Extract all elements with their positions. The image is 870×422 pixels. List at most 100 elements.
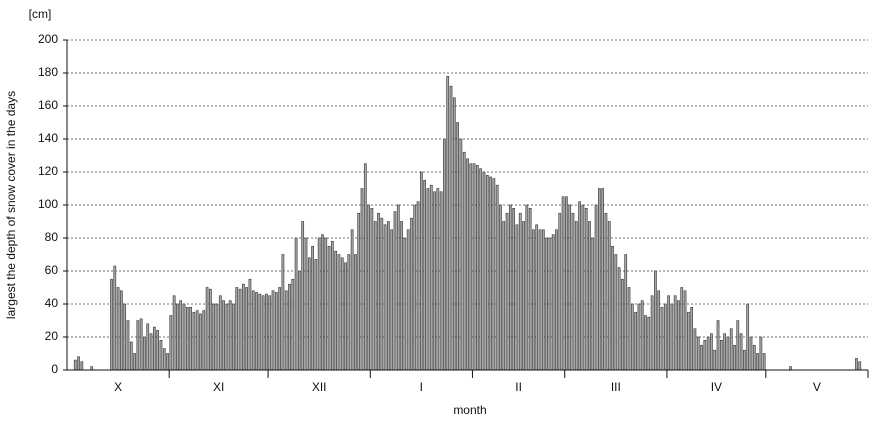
bar: [413, 204, 417, 371]
bar: [746, 303, 750, 371]
bar: [710, 333, 713, 371]
bar: [410, 217, 413, 371]
bar: [354, 254, 357, 371]
bar: [634, 311, 637, 371]
bar: [314, 259, 318, 371]
bar: [251, 290, 255, 371]
bar: [406, 229, 410, 371]
bar: [235, 287, 239, 371]
bar: [143, 336, 146, 371]
bar: [73, 359, 77, 371]
bar: [380, 217, 384, 371]
bar: [334, 250, 338, 371]
bar: [110, 278, 113, 371]
y-tick-label: 20: [45, 329, 59, 343]
bar: [578, 201, 581, 371]
bar: [588, 221, 591, 371]
bar: [156, 330, 160, 371]
x-tick-label: XI: [213, 380, 224, 394]
bar: [162, 348, 166, 371]
bar: [199, 313, 202, 371]
bar: [713, 349, 717, 371]
bar: [680, 287, 684, 371]
bar: [396, 204, 400, 371]
x-tick-label: IV: [711, 380, 722, 394]
bar: [222, 300, 225, 371]
bar: [532, 229, 535, 371]
bar: [367, 204, 370, 371]
bar: [126, 320, 130, 371]
bar: [621, 278, 624, 371]
bar: [195, 310, 199, 371]
bar: [512, 208, 516, 371]
y-tick-label: 120: [38, 164, 58, 178]
bar: [479, 168, 483, 371]
y-tick-label: 200: [38, 32, 58, 46]
bar: [443, 138, 446, 371]
bar: [502, 221, 506, 371]
bar: [565, 196, 568, 371]
bar: [677, 300, 680, 371]
bar: [393, 211, 397, 371]
bar: [759, 336, 763, 371]
bar: [624, 254, 628, 371]
bar: [736, 320, 740, 371]
bar: [538, 229, 542, 371]
bar: [499, 204, 502, 371]
bar: [472, 163, 476, 371]
bar: [225, 303, 229, 371]
bar: [360, 188, 364, 371]
bar: [518, 212, 522, 371]
bar: [123, 303, 127, 371]
bar: [528, 208, 532, 371]
y-tick-label: 160: [38, 98, 58, 112]
bar: [726, 336, 730, 371]
bar: [700, 344, 703, 371]
x-tick-label: XII: [312, 380, 327, 394]
bar: [449, 85, 453, 371]
bar: [644, 315, 647, 371]
bar: [347, 254, 351, 371]
bar: [209, 288, 212, 371]
bar: [258, 293, 262, 371]
bar: [294, 237, 298, 371]
bar: [324, 237, 328, 371]
bar: [476, 165, 479, 371]
bar: [719, 339, 723, 371]
bar: [663, 303, 667, 371]
bar: [591, 237, 595, 371]
bar: [492, 178, 496, 371]
bar: [706, 336, 710, 371]
bar: [202, 310, 206, 371]
bar: [192, 311, 196, 371]
bar: [291, 278, 295, 371]
bar: [429, 184, 433, 371]
bar: [189, 306, 192, 371]
bar: [581, 204, 585, 371]
bar: [439, 191, 443, 371]
x-tick-label: X: [114, 380, 122, 394]
bar: [370, 208, 374, 371]
bar: [337, 254, 341, 371]
y-tick-label: 100: [38, 197, 58, 211]
bar: [640, 300, 644, 371]
bar: [238, 288, 242, 371]
bar: [172, 295, 176, 371]
bar: [568, 204, 572, 371]
bar: [525, 204, 529, 371]
bar: [522, 221, 525, 371]
bar: [271, 290, 275, 371]
bar: [660, 306, 664, 371]
bar: [357, 212, 361, 371]
bar: [594, 204, 598, 371]
x-tick-label: III: [611, 380, 621, 394]
bar: [390, 229, 394, 371]
bar: [387, 221, 390, 371]
bar: [169, 315, 173, 371]
bar: [571, 212, 575, 371]
bar: [433, 191, 436, 371]
bar: [416, 201, 420, 371]
bar: [274, 292, 278, 371]
bar: [307, 257, 311, 371]
